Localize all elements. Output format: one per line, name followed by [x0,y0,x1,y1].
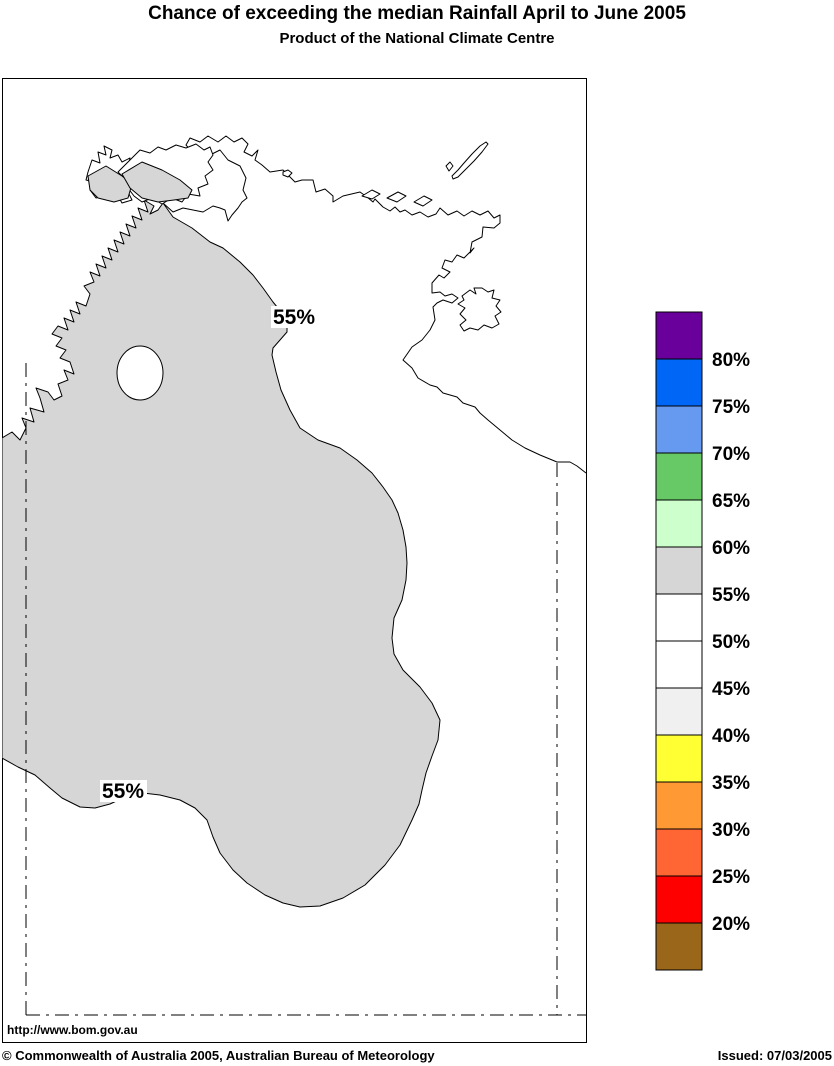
legend-label-70: 70% [712,444,750,465]
legend-swatch-20-25 [655,875,703,924]
legend-label-25: 25% [712,867,750,888]
legend-swatch-above-80 [655,311,703,360]
contour-label-south-text: 55% [102,780,144,803]
small-island [282,169,293,178]
legend-swatch-55-60 [655,546,703,595]
wessel-islet-outline [445,161,454,172]
legend-label-60: 60% [712,538,750,559]
wessel-island-outline [451,141,489,180]
legend-swatch-70-75 [655,405,703,454]
coastal-island-2 [386,191,407,203]
contour-label-south-bg [100,780,147,802]
legend-swatch-45-50 [655,640,703,689]
legend-swatch-40-45 [655,687,703,736]
probability-legend: 80% 75% 70% 65% 60% 55% 50% 45% 40% 35% … [655,311,750,971]
legend-swatch-50-55 [655,593,703,642]
legend-swatch-65-70 [655,452,703,501]
legend-label-65: 65% [712,491,750,512]
legend-label-50: 50% [712,632,750,653]
legend-label-55: 55% [712,585,750,606]
contour-label-south: 55% [100,780,147,803]
contour-label-north-bg [271,306,318,328]
melville-island-grey-patch [121,161,193,203]
legend-label-75: 75% [712,397,750,418]
groote-eylandt-outline [457,287,502,332]
legend-label-40: 40% [712,726,750,747]
source-url: http://www.bom.gov.au [7,1023,138,1037]
legend-swatch-35-40 [655,734,703,783]
probability-region-55-60 [2,199,441,908]
legend-swatch-75-80 [655,358,703,407]
page-subtitle: Product of the National Climate Centre [279,30,555,47]
legend-label-30: 30% [712,820,750,841]
legend-label-80: 80% [712,350,750,371]
copyright-notice: © Commonwealth of Australia 2005, Austra… [2,1048,435,1063]
coastal-island-1 [361,189,381,200]
legend-swatch-25-30 [655,828,703,877]
legend-swatch-below-20 [655,922,703,971]
bathurst-island-grey-patch [87,165,133,203]
legend-swatch-30-35 [655,781,703,830]
legend-label-20: 20% [712,914,750,935]
contour-label-north-text: 55% [273,306,315,329]
coastal-island-3 [413,195,433,207]
legend-swatch-60-65 [655,499,703,548]
issued-date: Issued: 07/03/2005 [717,1048,832,1063]
page-title: Chance of exceeding the median Rainfall … [148,3,686,24]
contour-label-north: 55% [271,306,318,329]
legend-label-45: 45% [712,679,750,700]
probability-hole-50-55 [116,345,164,401]
rainfall-probability-map: 55% 55% http://www.bom.gov.au [2,78,587,1043]
legend-label-35: 35% [712,773,750,794]
